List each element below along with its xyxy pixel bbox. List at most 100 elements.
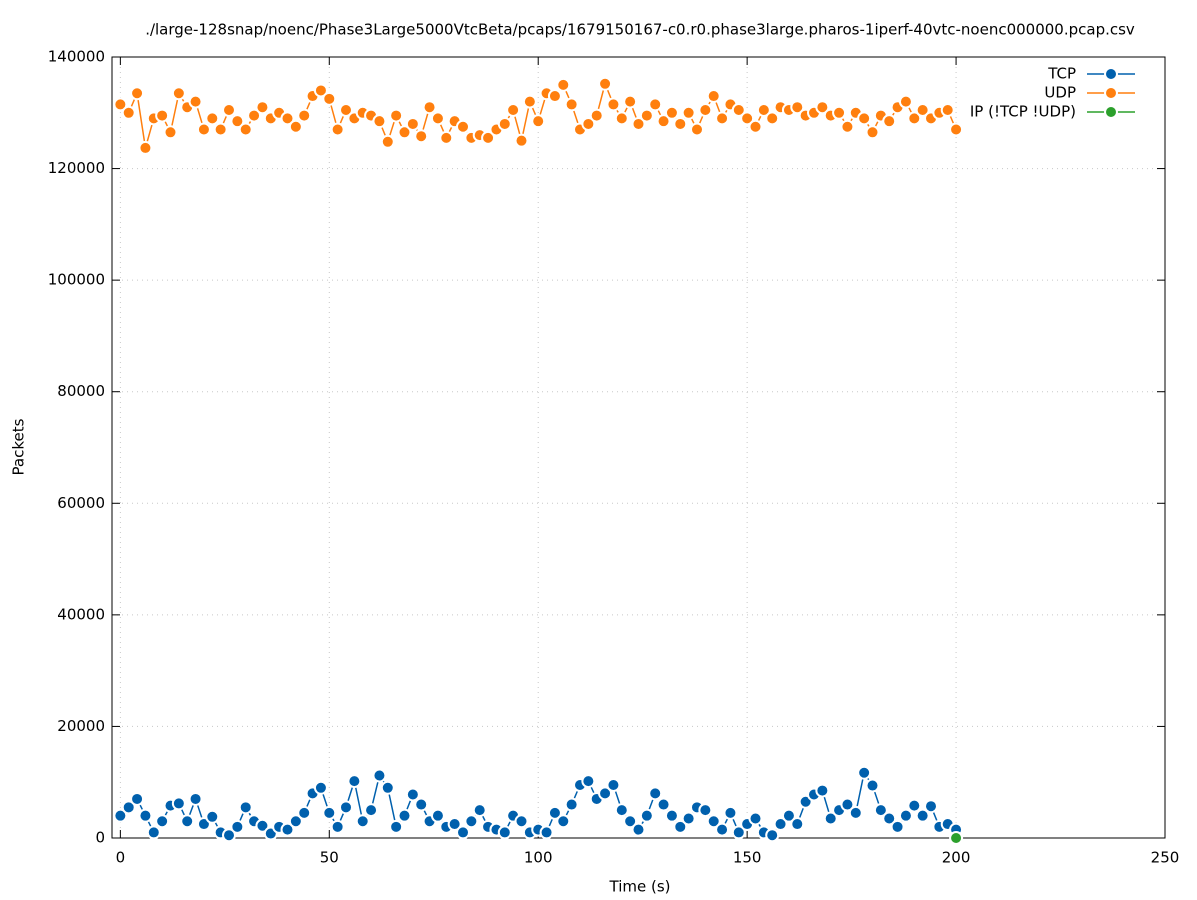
y-tick-label: 0 [95,829,105,847]
data-point [213,122,228,137]
data-point [155,108,170,123]
data-point [631,822,646,837]
data-point [113,97,128,112]
data-point [698,803,713,818]
data-point [673,116,688,131]
data-point [940,102,955,117]
data-point [330,122,345,137]
x-tick-label: 250 [1151,849,1180,867]
data-point [915,102,930,117]
data-point [581,774,596,789]
data-point [865,778,880,793]
data-point [205,111,220,126]
data-point [389,108,404,123]
x-tick-label: 100 [524,849,553,867]
data-point [347,774,362,789]
legend-label: IP (!TCP !UDP) [970,103,1076,121]
y-tick-label: 120000 [48,159,105,177]
data-point [547,89,562,104]
data-point [681,811,696,826]
y-tick-label: 20000 [57,717,105,735]
data-point [898,808,913,823]
data-point [656,114,671,129]
data-point [247,108,262,123]
data-point [539,825,554,840]
data-point [623,814,638,829]
data-point [430,808,445,823]
data-point [322,805,337,820]
data-point [606,97,621,112]
x-tick-label: 150 [733,849,762,867]
data-point [907,798,922,813]
data-point [138,808,153,823]
y-tick-label: 80000 [57,382,105,400]
data-point [430,111,445,126]
data-point [130,791,145,806]
data-point [414,129,429,144]
data-point [506,102,521,117]
y-tick-label: 60000 [57,494,105,512]
data-point [180,814,195,829]
x-tick-label: 50 [320,849,339,867]
data-point [230,819,245,834]
data-point [706,814,721,829]
data-point [355,814,370,829]
data-point [690,122,704,137]
data-point [280,111,295,126]
data-point [815,100,830,115]
data-point [740,111,755,126]
data-point [614,803,629,818]
data-point [581,116,596,131]
legend-swatch [1104,86,1118,100]
data-point [890,819,905,834]
data-point [522,94,537,109]
data-point [497,116,512,131]
legend-label: UDP [1044,84,1076,102]
data-point [255,818,270,833]
data-point [781,808,796,823]
data-point [372,768,387,783]
data-point [238,122,253,137]
data-point [389,819,404,834]
data-point [313,83,328,98]
data-point [614,111,629,126]
data-point [832,105,847,120]
data-point [698,102,713,117]
legend-swatch [1104,105,1118,119]
data-point [472,803,487,818]
data-point [288,814,303,829]
data-point [464,814,479,829]
data-point [397,125,412,140]
data-point [790,817,805,832]
x-tick-label: 200 [942,849,971,867]
data-point [681,105,696,120]
data-point [547,805,562,820]
data-point [564,797,579,812]
data-point [113,808,128,823]
data-point [556,814,571,829]
data-point [138,140,153,155]
data-point [171,86,186,101]
data-point [531,114,546,129]
data-point [497,825,512,840]
data-point [623,94,638,109]
data-point [380,134,395,149]
data-point [514,133,529,148]
data-point [907,111,922,126]
plot-border [111,56,1166,839]
data-point [339,102,353,117]
data-point [556,77,571,92]
data-point [196,122,211,137]
data-point [339,800,353,815]
data-point [280,822,295,837]
data-point [673,819,688,834]
data-point [815,783,830,798]
data-point [422,100,437,115]
data-point [313,780,328,795]
data-point [397,808,412,823]
data-point [765,828,780,843]
data-point [297,805,312,820]
data-point [330,819,345,834]
y-tick-label: 100000 [48,271,105,289]
